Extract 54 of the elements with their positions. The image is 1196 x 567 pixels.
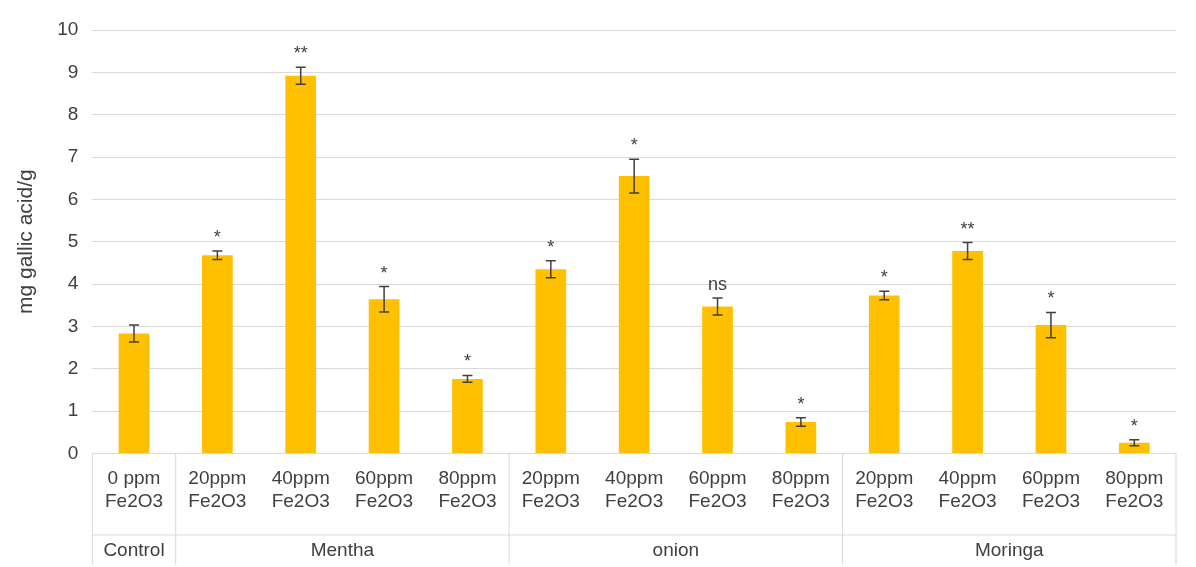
y-tick-label: 1: [67, 399, 79, 421]
bar: [1118, 442, 1150, 453]
bar: [702, 306, 733, 453]
text: Mentha: [310, 539, 375, 561]
text: Control: [103, 539, 165, 561]
x-tick-label: 0 ppm Fe2O3: [104, 467, 164, 511]
data-label: *: [380, 262, 388, 283]
data-label: *: [213, 226, 221, 247]
x-tick-label: 80ppm Fe2O3: [438, 467, 497, 511]
x-tick-label: 20ppm Fe2O3: [855, 467, 914, 511]
y-tick-label: 7: [67, 145, 79, 167]
data-label: *: [1130, 415, 1138, 436]
x-tick-label: 80ppm Fe2O3: [771, 467, 830, 511]
x-tick-label: 40ppm Fe2O3: [605, 467, 664, 511]
bar: [285, 75, 317, 453]
y-tick-label: 3: [67, 314, 79, 336]
y-tick-label: 6: [67, 187, 79, 209]
bar: [202, 255, 233, 453]
bar: [868, 295, 900, 453]
data-label: *: [463, 351, 471, 372]
x-tick-label: 20ppm Fe2O3: [521, 467, 580, 511]
y-tick-label: 2: [67, 356, 79, 378]
data-label: *: [880, 267, 888, 288]
x-tick-label: 80ppm Fe2O3: [1105, 467, 1164, 511]
y-tick-label: 8: [67, 102, 79, 124]
data-label: **: [960, 218, 975, 239]
data-label: **: [293, 43, 308, 64]
y-tick-label: 9: [67, 60, 79, 82]
bar: [785, 422, 817, 453]
bar: [618, 176, 650, 453]
bar: [535, 269, 567, 453]
y-tick-label: 4: [67, 272, 79, 294]
bar: [452, 378, 483, 453]
bar: [952, 251, 983, 453]
x-tick-label: 20ppm Fe2O3: [188, 467, 247, 511]
data-label: *: [1047, 288, 1055, 309]
bar: [118, 333, 150, 453]
text: Moringa: [974, 539, 1045, 561]
y-tick-label: 5: [67, 229, 79, 251]
x-tick-label: 40ppm Fe2O3: [271, 467, 330, 511]
y-tick-label: 0: [67, 441, 79, 463]
text: onion: [652, 539, 700, 561]
x-tick-label: 60ppm Fe2O3: [355, 467, 414, 511]
data-label: *: [797, 393, 805, 414]
bar: [368, 299, 400, 453]
y-axis-title: mg gallic acid/g: [13, 169, 37, 315]
data-label: *: [547, 236, 555, 257]
x-tick-label: 60ppm Fe2O3: [1021, 467, 1081, 511]
x-tick-label: 40ppm Fe2O3: [938, 467, 997, 511]
data-label: *: [630, 135, 638, 156]
bar: [1035, 325, 1067, 453]
y-tick-label: 10: [57, 18, 79, 40]
x-tick-label: 60ppm Fe2O3: [688, 467, 747, 511]
data-label: ns: [708, 273, 728, 294]
